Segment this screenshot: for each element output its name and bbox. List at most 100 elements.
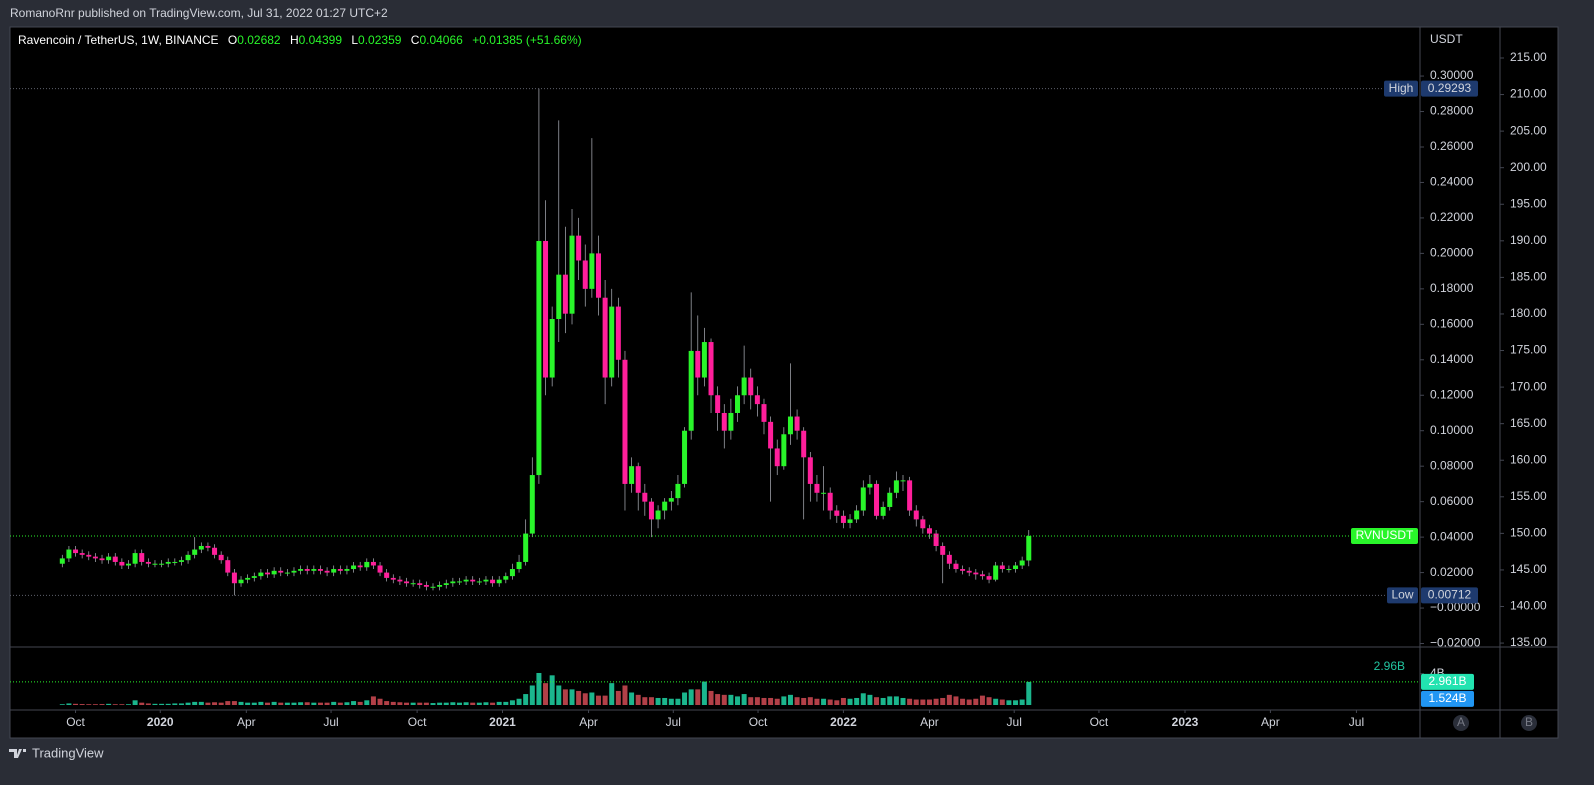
candle-body bbox=[410, 583, 416, 585]
scale-button[interactable] bbox=[1453, 715, 1469, 731]
volume-bar bbox=[390, 701, 396, 705]
volume-bar bbox=[291, 702, 297, 705]
volume-bar bbox=[125, 704, 131, 705]
x-tick-label: Apr bbox=[579, 715, 598, 729]
volume-bar bbox=[66, 703, 72, 705]
candle-body bbox=[529, 475, 535, 534]
volume-bar bbox=[218, 702, 224, 705]
candle-body bbox=[940, 545, 946, 555]
candle-body bbox=[417, 583, 423, 585]
candle-body bbox=[920, 519, 926, 529]
candle-body bbox=[953, 563, 959, 570]
candle-body bbox=[721, 412, 727, 431]
legend-letter: L bbox=[351, 33, 358, 47]
candle-body bbox=[523, 533, 529, 562]
candle-body bbox=[370, 561, 376, 566]
volume-bar bbox=[635, 694, 641, 705]
volume-bar bbox=[159, 703, 165, 705]
volume-bar bbox=[112, 704, 118, 705]
scale-button[interactable] bbox=[1521, 715, 1537, 731]
volume-bar bbox=[86, 704, 92, 705]
candle-body bbox=[999, 565, 1005, 570]
volume-bar bbox=[456, 702, 462, 705]
high-value: 0.29293 bbox=[1428, 81, 1472, 95]
candle-body bbox=[92, 556, 98, 559]
candle-body bbox=[973, 572, 979, 575]
volume-bar bbox=[993, 698, 999, 705]
volume-bar bbox=[304, 702, 310, 705]
brand-logo bbox=[9, 749, 26, 758]
candle-body bbox=[556, 274, 562, 320]
candle-body bbox=[198, 545, 204, 550]
volume-bar bbox=[821, 698, 827, 705]
candle-body bbox=[715, 395, 721, 413]
candle-body bbox=[675, 483, 681, 499]
candle-body bbox=[258, 572, 264, 577]
candle-body bbox=[231, 572, 237, 584]
candle-body bbox=[205, 545, 211, 548]
candle-body bbox=[172, 561, 178, 563]
legend-value: 0.04066 bbox=[419, 33, 463, 47]
volume-bar bbox=[860, 693, 866, 705]
volume-bar bbox=[913, 699, 919, 705]
volume-bar bbox=[238, 701, 244, 705]
volume-bar bbox=[556, 685, 562, 705]
volume-bar bbox=[139, 702, 145, 705]
candle-body bbox=[615, 306, 621, 360]
volume-bar bbox=[271, 701, 277, 705]
candle-body bbox=[79, 553, 85, 555]
candle-body bbox=[245, 577, 251, 580]
candle-body bbox=[787, 416, 793, 435]
candle-body bbox=[337, 569, 343, 571]
scale-button-label[interactable]: B bbox=[1525, 715, 1533, 729]
candle-body bbox=[543, 240, 549, 378]
volume-bar bbox=[999, 699, 1005, 705]
candle-body bbox=[324, 570, 330, 573]
volume-bar bbox=[331, 701, 337, 705]
volume-bar bbox=[582, 693, 588, 705]
x-tick-label: 2023 bbox=[1172, 715, 1199, 729]
volume-bar bbox=[960, 698, 966, 705]
y2-tick-label: 155.00 bbox=[1510, 489, 1547, 503]
candle-body bbox=[437, 584, 443, 587]
volume-bar bbox=[953, 696, 959, 705]
volume-bar bbox=[410, 702, 416, 705]
volume-bar bbox=[933, 698, 939, 705]
candle-body bbox=[562, 274, 568, 314]
publisher: RomanoRnr published on TradingView.com, … bbox=[10, 6, 388, 20]
candle-body bbox=[159, 563, 165, 565]
volume-bar bbox=[794, 697, 800, 705]
volume-bar bbox=[377, 698, 383, 705]
candle-body bbox=[1006, 569, 1012, 571]
candle-body bbox=[218, 554, 224, 561]
candle-body bbox=[913, 510, 919, 520]
volume-bar bbox=[476, 702, 482, 705]
volume-bar bbox=[562, 689, 568, 705]
volume-bar bbox=[781, 696, 787, 705]
candle-body bbox=[768, 421, 774, 449]
volume-bar bbox=[364, 700, 370, 705]
candle-body bbox=[139, 553, 145, 562]
candle-body bbox=[430, 586, 436, 588]
volume-bar bbox=[668, 698, 674, 705]
candle-body bbox=[622, 359, 628, 484]
candle-body bbox=[834, 510, 840, 516]
volume-bar bbox=[907, 698, 913, 705]
scale-button-label[interactable]: A bbox=[1457, 715, 1465, 729]
candle-body bbox=[781, 434, 787, 467]
volume-bar bbox=[490, 702, 496, 705]
volume-bar bbox=[801, 697, 807, 705]
volume-bar bbox=[609, 683, 615, 705]
candle-body bbox=[688, 350, 694, 431]
candle-body bbox=[926, 528, 932, 534]
candle-body bbox=[66, 549, 72, 559]
x-tick-label: Apr bbox=[1261, 715, 1280, 729]
candle-body bbox=[119, 561, 125, 566]
legend-letter: C bbox=[411, 33, 420, 47]
candle-body bbox=[112, 556, 118, 562]
y-tick-label: 0.10000 bbox=[1430, 423, 1474, 437]
volume-bar bbox=[708, 690, 714, 705]
volume-bar bbox=[741, 694, 747, 705]
volume-bar bbox=[787, 694, 793, 705]
